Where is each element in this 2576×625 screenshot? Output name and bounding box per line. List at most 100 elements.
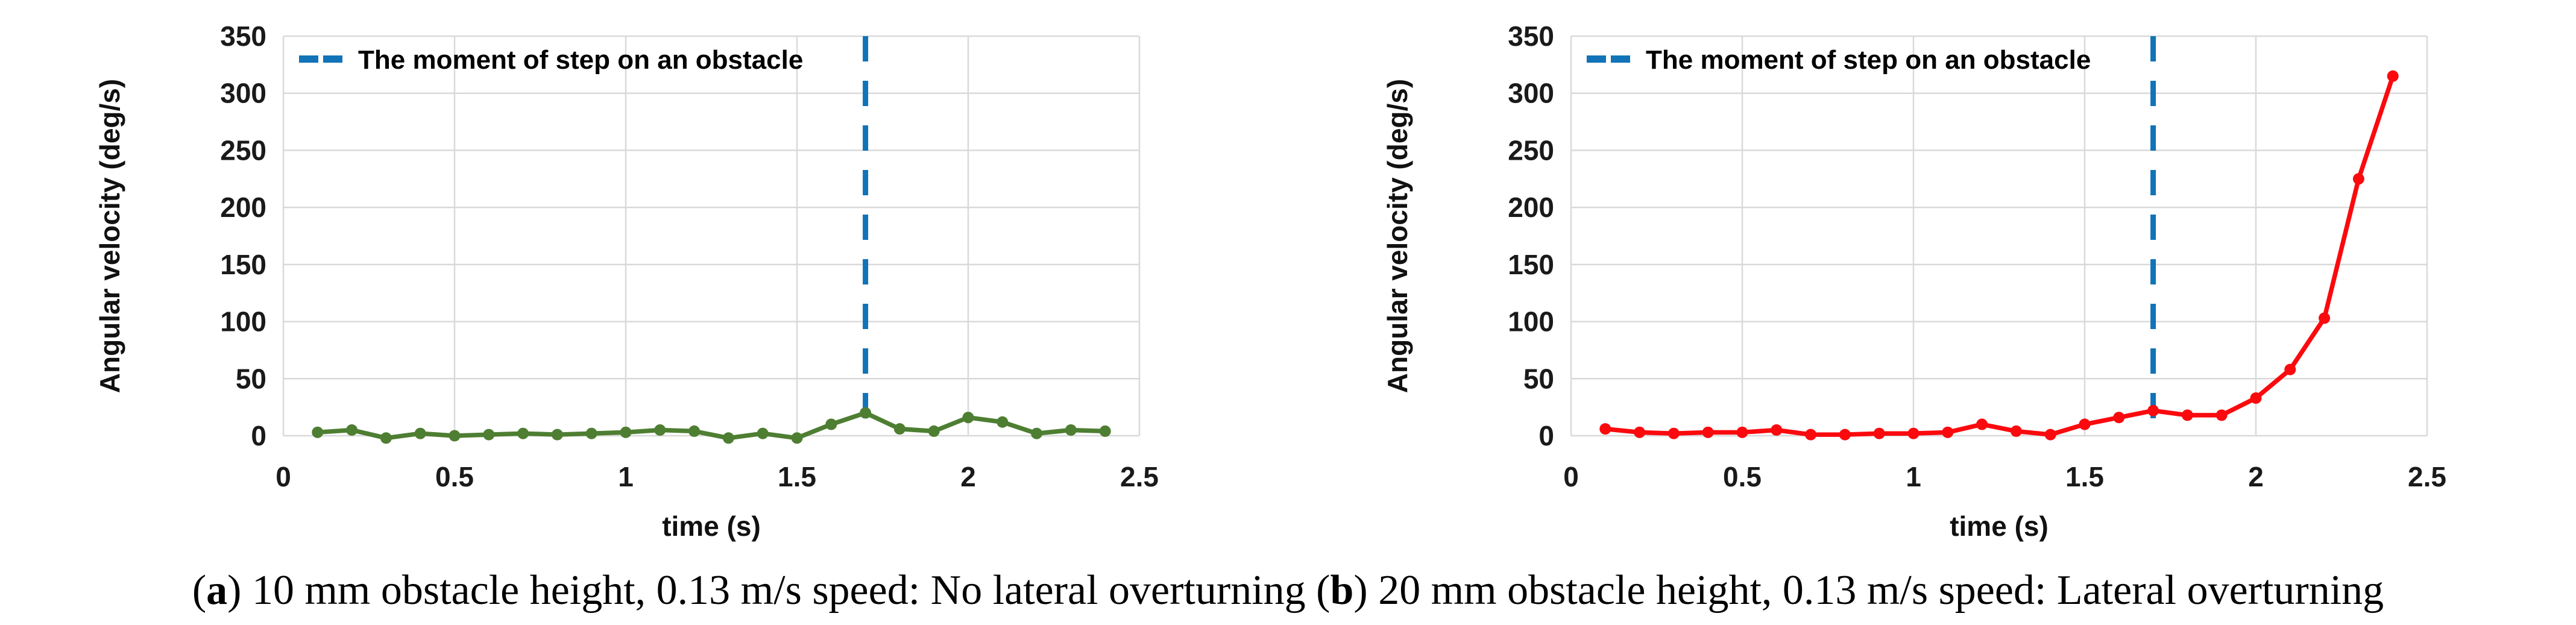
x-axis-title: time (s) [662, 510, 761, 542]
x-tick-label: 2 [960, 461, 976, 492]
data-point [1805, 429, 1817, 441]
y-tick-label: 150 [220, 249, 266, 280]
x-tick-label: 1.5 [778, 461, 816, 492]
data-point [2319, 312, 2331, 324]
x-axis-title: time (s) [1950, 510, 2049, 542]
data-point [825, 418, 837, 430]
caption-panel-label: b [1330, 567, 1354, 614]
y-tick-label: 300 [220, 78, 266, 109]
data-point [2284, 363, 2296, 375]
x-tick-label: 0 [1563, 461, 1579, 492]
plot-area: 0 50 100 150 200 250 300 350 0 0.5 1 1.5 2 2.5 Angular… [94, 20, 1159, 542]
data-point [449, 430, 461, 442]
data-point [2044, 429, 2056, 441]
y-tick-label: 200 [1508, 192, 1554, 223]
plot-area: 0 50 100 150 200 250 300 350 0 0.5 1 1.5 2 2.5 Angular… [1382, 20, 2446, 542]
x-tick-label: 2 [2248, 461, 2264, 492]
caption-text: ( [192, 567, 207, 614]
y-tick-label: 100 [220, 306, 266, 338]
data-point [1667, 427, 1680, 439]
data-point [997, 416, 1009, 428]
y-tick-label: 50 [1523, 363, 1554, 394]
data-point [2113, 412, 2125, 424]
data-point [1736, 426, 1748, 438]
y-tick-label: 250 [220, 134, 266, 166]
y-tick-label: 250 [1508, 134, 1554, 166]
data-point [1873, 427, 1885, 439]
x-tick-label: 2.5 [2408, 461, 2446, 492]
y-tick-label: 150 [1508, 249, 1554, 280]
data-point [551, 429, 563, 441]
data-point [380, 432, 392, 444]
y-tick-label: 100 [1508, 306, 1554, 338]
chart-panel-a: 0 50 100 150 200 250 300 350 0 0.5 1 1.5 2 2.5 Angular… [0, 0, 1288, 561]
data-point [2387, 70, 2399, 82]
legend-dash-icon [1587, 55, 1606, 63]
data-point [585, 427, 597, 439]
data-point [2250, 392, 2262, 404]
legend-dash-icon [299, 55, 318, 63]
x-tick-label: 1 [618, 461, 634, 492]
y-tick-label: 350 [220, 20, 266, 52]
y-axis-title: Angular velocity (deg/s) [94, 79, 125, 393]
legend-dash-icon [1611, 55, 1630, 63]
data-point [620, 426, 632, 438]
data-point [312, 426, 324, 438]
legend: The moment of step on an obstacle [1587, 45, 2091, 75]
x-tick-label: 0.5 [1723, 461, 1762, 492]
data-point [1065, 424, 1077, 436]
data-point [722, 432, 734, 444]
data-point [860, 407, 872, 419]
data-point [414, 427, 426, 439]
legend-dash-icon [323, 55, 342, 63]
x-tick-label: 2.5 [1120, 461, 1159, 492]
data-point [791, 432, 803, 444]
data-point [1599, 423, 1611, 435]
y-tick-label: 0 [1538, 420, 1554, 451]
data-point [962, 412, 974, 424]
y-tick-label: 50 [236, 363, 266, 394]
data-point [757, 427, 769, 439]
y-tick-label: 350 [1508, 20, 1554, 52]
data-point [654, 424, 666, 436]
chart-a-svg: 0 50 100 150 200 250 300 350 0 0.5 1 1.5 2 2.5 Angular… [94, 20, 1159, 542]
legend-label: The moment of step on an obstacle [1646, 45, 2091, 75]
caption-panel-label: a [206, 567, 228, 614]
data-point [2352, 173, 2364, 185]
data-point [483, 429, 495, 441]
caption-text: ) 20 mm obstacle height, 0.13 m/s speed:… [1353, 567, 2384, 614]
x-tick-label: 0.5 [435, 461, 474, 492]
legend-label: The moment of step on an obstacle [358, 45, 803, 75]
x-tick-label: 1 [1906, 461, 1921, 492]
legend: The moment of step on an obstacle [299, 45, 803, 75]
data-point [1702, 426, 1714, 438]
x-tick-label: 0 [276, 461, 291, 492]
caption-text: ) 10 mm obstacle height, 0.13 m/s speed:… [227, 567, 1317, 614]
data-point [1099, 425, 1111, 437]
data-point [1907, 427, 1919, 439]
data-point [2079, 418, 2091, 430]
y-tick-label: 200 [220, 192, 266, 223]
y-tick-label: 300 [1508, 78, 1554, 109]
charts-row: 0 50 100 150 200 250 300 350 0 0.5 1 1.5 2 2.5 Angular… [0, 0, 2446, 561]
data-point [1839, 429, 1851, 441]
figure-caption: (a) 10 mm obstacle height, 0.13 m/s spee… [0, 561, 2576, 623]
data-point [2147, 404, 2159, 416]
data-point [1031, 427, 1043, 439]
y-axis-title: Angular velocity (deg/s) [1382, 79, 1413, 393]
series-line [1603, 74, 2395, 437]
data-point [517, 427, 529, 439]
data-point [2181, 409, 2193, 421]
data-point [928, 425, 940, 437]
data-point [346, 424, 358, 436]
data-point [2010, 425, 2022, 437]
chart-b-svg: 0 50 100 150 200 250 300 350 0 0.5 1 1.5 2 2.5 Angular… [1382, 20, 2446, 542]
data-point [2215, 409, 2228, 421]
y-tick-label: 0 [251, 420, 266, 451]
caption-text: ( [1316, 567, 1331, 614]
series-line [315, 410, 1107, 441]
data-point [1942, 426, 1954, 438]
data-point [1634, 426, 1646, 438]
data-point [1771, 424, 1783, 436]
